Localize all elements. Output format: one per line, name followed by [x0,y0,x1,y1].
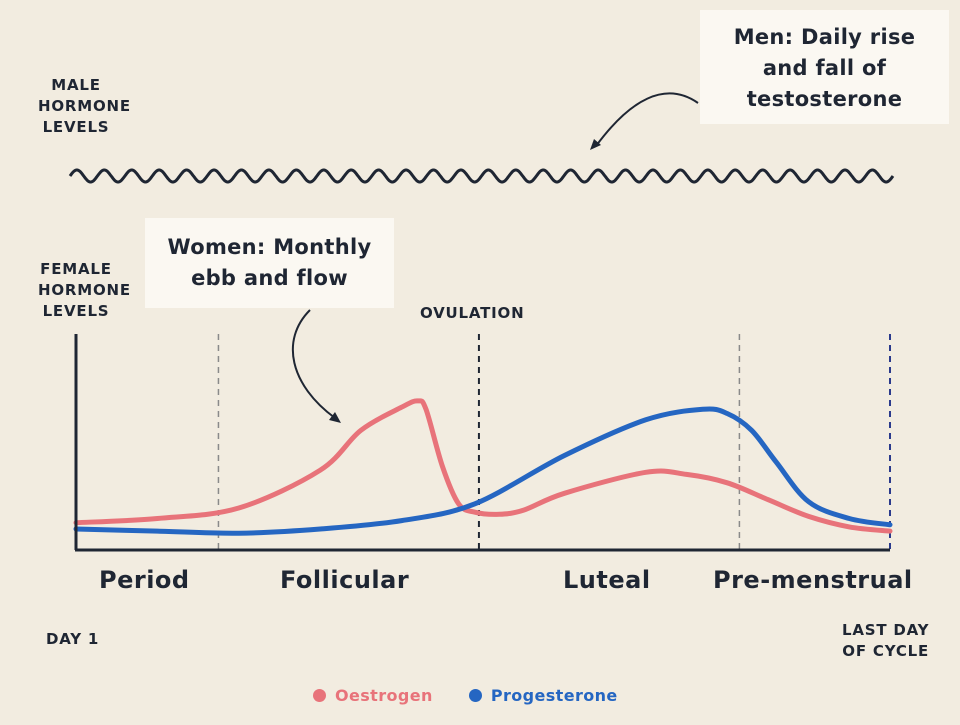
men-callout: Men: Daily rise and fall of testosterone [700,10,949,124]
women-callout-arrowhead [329,412,341,423]
progesterone-swatch [468,689,482,702]
phase-label-luteal: Luteal [563,566,651,594]
legend-label-oestrogen: Oestrogen [335,686,433,705]
progesterone-series-line [73,406,893,536]
legend-item-progesterone: Progesterone [468,686,618,705]
women-callout: Women: Monthly ebb and flow [145,218,394,308]
phase-label-follicular: Follicular [280,566,410,594]
legend: Oestrogen Progesterone [313,686,618,705]
phase-label-premenstrual: Pre-menstrual [713,566,913,594]
ovulation-label: OVULATION [420,304,525,322]
legend-label-progesterone: Progesterone [490,686,618,705]
day-1-label: DAY 1 [46,630,100,648]
last-day-label: LAST DAY OF CYCLE [842,621,930,660]
oestrogen-series-line [73,398,893,534]
female-hormone-label: FEMALE HORMONE LEVELS [38,260,131,320]
testosterone-wavy-line [68,168,895,184]
women-callout-arrow [291,309,336,419]
men-callout-arrow [595,92,699,147]
legend-item-oestrogen: Oestrogen [313,686,433,705]
phase-label-period: Period [99,566,190,594]
oestrogen-swatch [313,689,326,702]
men-callout-arrowhead [590,139,601,150]
male-hormone-label: MALE HORMONE LEVELS [38,76,131,136]
